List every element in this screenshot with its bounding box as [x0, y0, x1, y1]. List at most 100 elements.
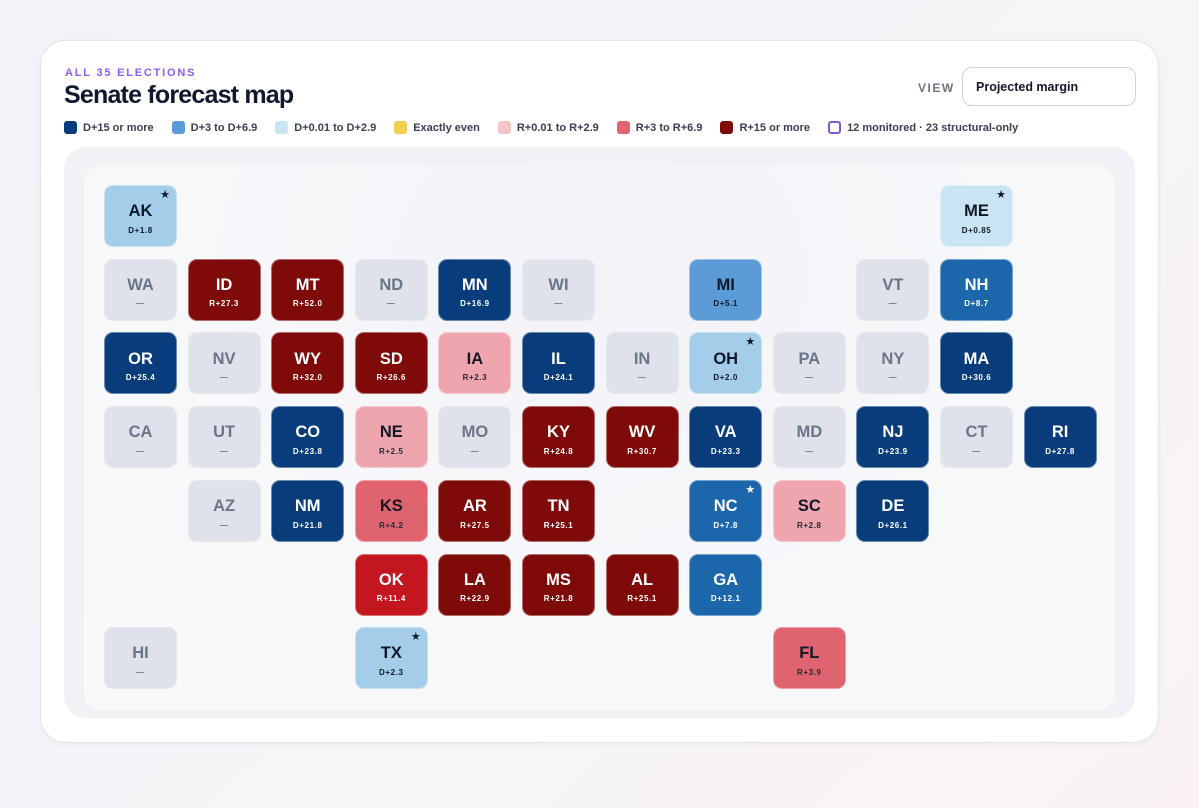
state-tile-vt[interactable]: VT —: [856, 258, 930, 321]
legend-label: D+0.01 to D+2.9: [294, 121, 377, 134]
state-tile-va[interactable]: VA D+23.3: [689, 406, 763, 469]
state-tile-sd[interactable]: SD R+26.6: [354, 332, 428, 395]
state-margin: —: [470, 446, 480, 456]
forecast-card: ALL 35 ELECTIONS Senate forecast map VIE…: [40, 40, 1159, 743]
state-abbr: ID: [215, 275, 233, 294]
state-abbr: LA: [463, 570, 486, 589]
state-tile-ks[interactable]: KS R+4.2: [354, 479, 428, 542]
legend-label: D+3 to D+6.9: [190, 121, 258, 134]
state-abbr: NY: [881, 349, 905, 368]
state-tile-ny[interactable]: NY —: [856, 332, 930, 395]
state-tile-pa[interactable]: PA —: [772, 332, 846, 395]
state-tile-tn[interactable]: TN R+25.1: [522, 479, 595, 542]
state-margin: D+24.1: [543, 373, 574, 383]
state-tile-id[interactable]: ID R+27.3: [187, 258, 261, 321]
state-tile-hi[interactable]: HI —: [104, 627, 177, 690]
state-tile-az[interactable]: AZ —: [187, 479, 261, 542]
state-tile-wy[interactable]: WY R+32.0: [271, 332, 345, 395]
state-tile-fl[interactable]: FL R+3.9: [772, 627, 846, 690]
state-abbr: GA: [713, 570, 739, 589]
state-abbr: TN: [547, 497, 570, 516]
legend-label: D+15 or more: [83, 121, 154, 134]
state-abbr: WA: [127, 275, 154, 294]
state-margin: R+21.8: [543, 594, 574, 604]
state-tile-nj[interactable]: NJ D+23.9: [856, 406, 930, 469]
state-tile-nd[interactable]: ND —: [354, 258, 428, 321]
state-tile-ut[interactable]: UT —: [187, 406, 261, 469]
state-tile-ia[interactable]: IA R+2.3: [438, 332, 512, 395]
state-margin: R+2.3: [462, 373, 488, 383]
state-tile-al[interactable]: AL R+25.1: [605, 553, 679, 616]
state-tile-wi[interactable]: WI —: [522, 258, 595, 321]
state-tile-il[interactable]: IL D+24.1: [522, 332, 595, 395]
state-tile-nv[interactable]: NV —: [187, 332, 261, 395]
state-tile-nc[interactable]: NC D+7.8 ★: [689, 479, 763, 542]
state-tile-de[interactable]: DE D+26.1: [856, 479, 930, 542]
state-tile-wv[interactable]: WV R+30.7: [605, 406, 679, 469]
legend-item-monitored: 12 monitored · 23 structural-only: [828, 121, 1018, 134]
state-margin: D+23.9: [878, 446, 908, 456]
legend-item: Exactly even: [394, 121, 480, 134]
state-tile-la[interactable]: LA R+22.9: [438, 553, 512, 616]
state-abbr: OR: [128, 349, 153, 368]
state-tile-ga[interactable]: GA D+12.1: [689, 553, 763, 616]
state-tile-ky[interactable]: KY R+24.8: [522, 406, 595, 469]
legend-swatch: [616, 121, 630, 134]
state-tile-ct[interactable]: CT —: [940, 406, 1013, 469]
state-tile-mt[interactable]: MT R+52.0: [271, 258, 345, 321]
state-margin: R+32.0: [292, 373, 323, 383]
state-margin: R+2.5: [379, 446, 404, 456]
legend-swatch: [720, 121, 734, 134]
state-tile-ar[interactable]: AR R+27.5: [438, 479, 512, 542]
state-abbr: AK: [128, 202, 153, 221]
state-margin: R+22.9: [460, 594, 490, 604]
state-abbr: NC: [713, 497, 738, 516]
state-tile-mo[interactable]: MO —: [438, 406, 512, 469]
state-tile-ak[interactable]: AK D+1.8 ★: [104, 185, 177, 247]
state-tile-md[interactable]: MD —: [772, 406, 846, 469]
state-tile-ca[interactable]: CA —: [104, 406, 177, 469]
state-margin: R+11.4: [376, 594, 406, 604]
state-tile-wa[interactable]: WA —: [104, 258, 177, 321]
state-tile-tx[interactable]: TX D+2.3 ★: [354, 627, 428, 690]
state-tile-oh[interactable]: OH D+2.0 ★: [689, 332, 763, 395]
legend-swatch: [497, 121, 511, 134]
state-tile-ms[interactable]: MS R+21.8: [522, 553, 595, 616]
state-abbr: MD: [796, 423, 823, 442]
state-tile-ok[interactable]: OK R+11.4: [354, 553, 428, 616]
state-tile-ne[interactable]: NE R+2.5: [354, 406, 428, 469]
state-abbr: MS: [546, 570, 571, 589]
state-tile-ri[interactable]: RI D+27.8: [1023, 406, 1097, 469]
monitored-star-icon: ★: [745, 483, 756, 496]
state-margin: D+16.9: [460, 299, 490, 309]
state-tile-or[interactable]: OR D+25.4: [104, 332, 177, 395]
state-margin: D+12.1: [710, 594, 741, 604]
state-abbr: DE: [881, 497, 905, 516]
legend-item: R+15 or more: [720, 121, 810, 134]
state-tile-nh[interactable]: NH D+8.7: [940, 258, 1013, 321]
state-abbr: WY: [294, 349, 321, 368]
legend-swatch: [275, 121, 289, 134]
state-margin: —: [888, 299, 898, 309]
state-margin: —: [219, 446, 229, 456]
state-tile-mi[interactable]: MI D+5.1: [689, 258, 763, 321]
view-select[interactable]: Projected margin: [962, 67, 1136, 106]
state-abbr: FL: [799, 644, 820, 663]
state-tile-mn[interactable]: MN D+16.9: [438, 258, 512, 321]
state-abbr: MO: [461, 423, 489, 442]
state-margin: D+26.1: [878, 520, 908, 530]
state-abbr: AZ: [213, 497, 236, 516]
state-tile-me[interactable]: ME D+0.85 ★: [940, 185, 1013, 247]
state-margin: D+8.7: [964, 299, 989, 309]
state-tile-in[interactable]: IN —: [605, 332, 679, 395]
state-margin: D+27.8: [1045, 446, 1075, 456]
state-margin: R+24.8: [543, 446, 574, 456]
state-tile-sc[interactable]: SC R+2.8: [772, 479, 846, 542]
state-tile-ma[interactable]: MA D+30.6: [940, 332, 1013, 395]
state-abbr: NH: [964, 275, 989, 294]
state-tile-nm[interactable]: NM D+21.8: [271, 479, 345, 542]
state-tile-co[interactable]: CO D+23.8: [271, 406, 345, 469]
legend-item: D+0.01 to D+2.9: [275, 121, 376, 134]
state-margin: D+7.8: [713, 520, 738, 530]
state-abbr: AL: [631, 570, 654, 589]
